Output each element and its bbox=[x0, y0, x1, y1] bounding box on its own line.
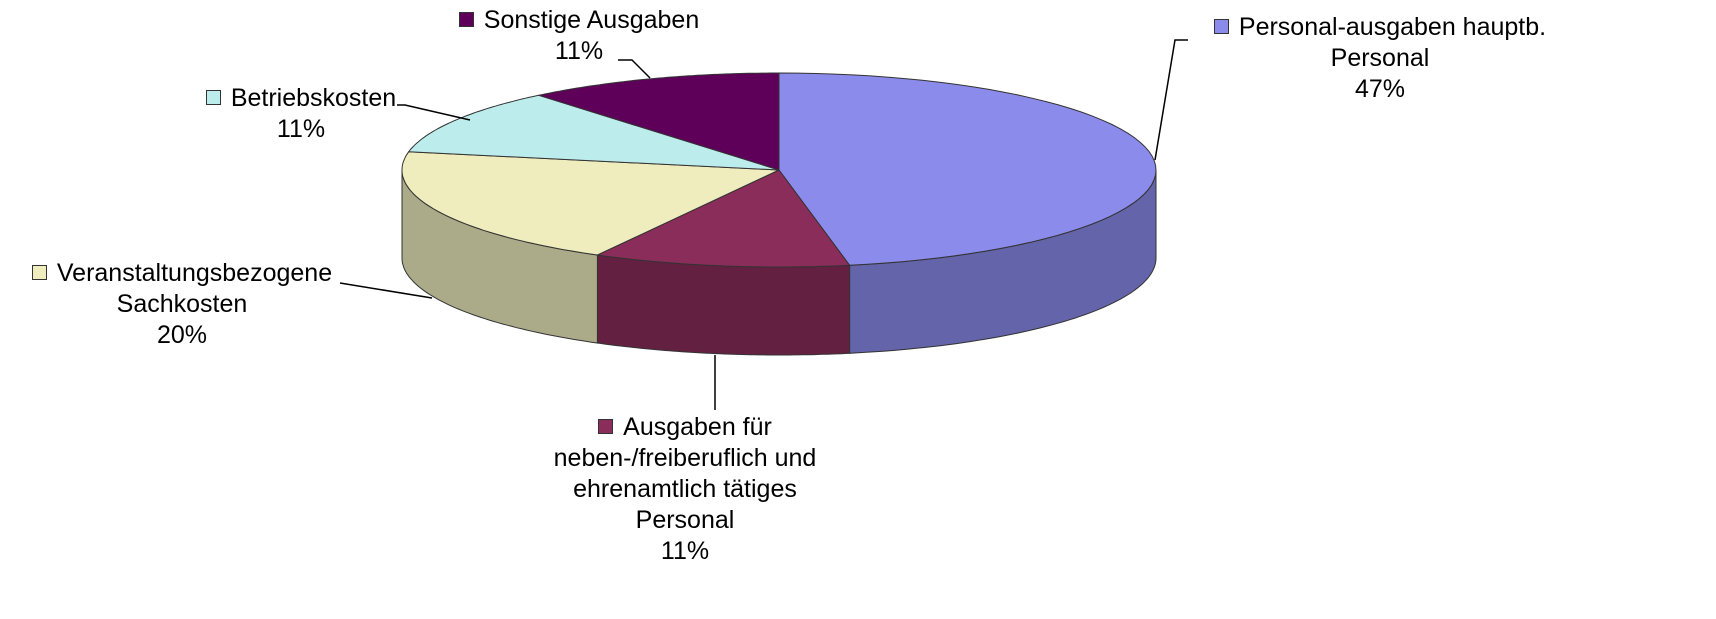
value-label: 11% bbox=[660, 537, 710, 565]
slice bbox=[778, 72, 1157, 266]
value-label: 11% bbox=[554, 37, 604, 65]
legend-swatch bbox=[598, 419, 614, 434]
slice-side bbox=[596, 254, 851, 356]
value-label: 47% bbox=[1354, 75, 1406, 103]
legend-swatch bbox=[205, 90, 221, 105]
category-label: Ausgaben für neben-/freiberuflich und eh… bbox=[553, 413, 817, 534]
category-label: Personal-ausgaben hauptb. Personal bbox=[1238, 13, 1547, 72]
leader-line bbox=[339, 282, 433, 299]
data-label: Personal-ausgaben hauptb. Personal 47% bbox=[1190, 12, 1570, 105]
legend-swatch bbox=[458, 12, 474, 27]
value-label: 20% bbox=[156, 321, 208, 349]
data-label: Betriebskosten 11% bbox=[190, 83, 412, 145]
value-label: 11% bbox=[276, 115, 326, 143]
category-label: Sonstige Ausgaben bbox=[483, 6, 700, 34]
slice bbox=[595, 169, 851, 268]
legend-swatch bbox=[1213, 19, 1229, 34]
leader-line bbox=[1154, 39, 1188, 161]
data-label: Sonstige Ausgaben 11% bbox=[445, 5, 713, 67]
slice bbox=[538, 72, 780, 171]
slice bbox=[401, 151, 780, 256]
legend-swatch bbox=[31, 265, 47, 280]
data-label: Ausgaben für neben-/freiberuflich und eh… bbox=[540, 412, 830, 567]
slice bbox=[407, 94, 780, 171]
leader-line bbox=[397, 104, 471, 121]
data-label: Veranstaltungsbezogene Sachkosten 20% bbox=[12, 258, 352, 351]
category-label: Betriebskosten bbox=[230, 84, 397, 112]
leader-line bbox=[618, 59, 651, 79]
category-label: Veranstaltungsbezogene Sachkosten bbox=[56, 259, 333, 318]
